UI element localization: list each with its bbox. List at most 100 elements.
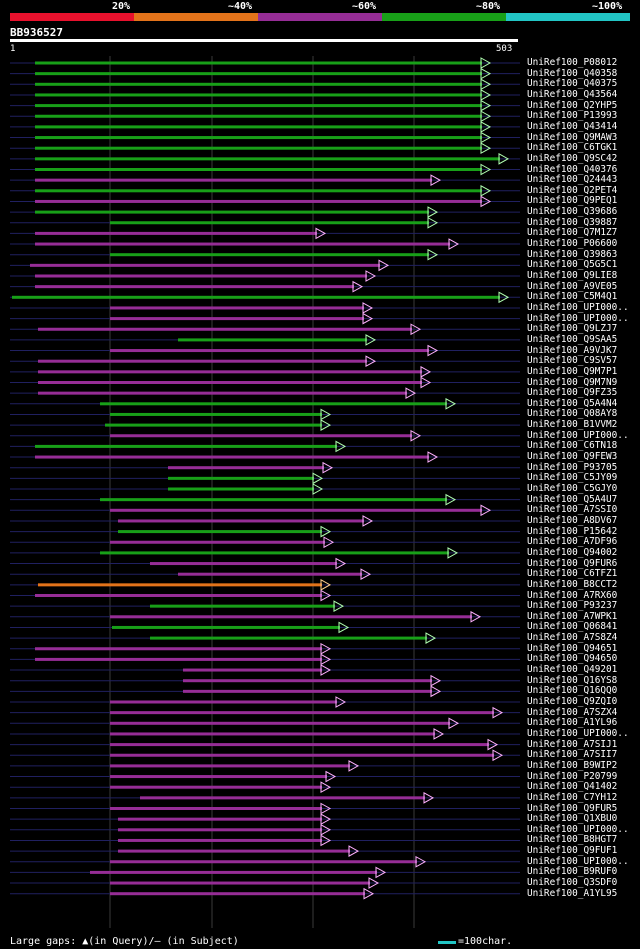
hit-label[interactable]: UniRef100_Q41402: [527, 781, 618, 793]
hit-bar[interactable]: [110, 860, 417, 864]
hit-bar[interactable]: [35, 178, 432, 182]
hit-bar[interactable]: [38, 381, 422, 384]
hit-label[interactable]: UniRef100_A7S8Z4: [527, 632, 618, 644]
hit-label[interactable]: UniRef100_B8HGT7: [527, 834, 618, 846]
hit-bar[interactable]: [35, 104, 482, 108]
hit-label[interactable]: UniRef100_UPI000..: [527, 429, 629, 441]
hit-bar[interactable]: [35, 657, 322, 661]
hit-label[interactable]: UniRef100_Q9M7N9: [527, 376, 618, 388]
hit-label[interactable]: UniRef100_Q9FEW3: [527, 451, 618, 463]
hit-label[interactable]: UniRef100_Q9LZJ7: [527, 323, 618, 335]
hit-bar[interactable]: [35, 61, 482, 65]
hit-label[interactable]: UniRef100_Q9MAW3: [527, 131, 618, 143]
hit-label[interactable]: UniRef100_Q5A4N4: [527, 397, 618, 409]
hit-bar[interactable]: [110, 711, 494, 715]
hit-label[interactable]: UniRef100_P08012: [527, 57, 618, 68]
hit-bar[interactable]: [150, 562, 337, 566]
hit-label[interactable]: UniRef100_Q43564: [527, 88, 618, 100]
hit-bar[interactable]: [110, 253, 429, 257]
hit-bar[interactable]: [35, 146, 482, 150]
hit-bar[interactable]: [38, 359, 367, 363]
hit-bar[interactable]: [168, 466, 324, 470]
hit-label[interactable]: UniRef100_A7SIJ1: [527, 738, 618, 750]
hit-bar[interactable]: [38, 370, 422, 374]
hit-label[interactable]: UniRef100_P15642: [527, 525, 618, 537]
hit-bar[interactable]: [178, 338, 367, 342]
hit-label[interactable]: UniRef100_A7WPK1: [527, 610, 618, 622]
hit-label[interactable]: UniRef100_C6TFZ1: [527, 568, 618, 580]
hit-bar[interactable]: [183, 668, 322, 672]
hit-label[interactable]: UniRef100_A1YL95: [527, 887, 618, 899]
hit-bar[interactable]: [35, 285, 354, 289]
hit-bar[interactable]: [110, 412, 322, 416]
hit-bar[interactable]: [110, 221, 429, 225]
hit-bar[interactable]: [110, 764, 350, 768]
hit-bar[interactable]: [35, 231, 317, 235]
hit-label[interactable]: UniRef100_Q9FUF1: [527, 845, 618, 857]
hit-label[interactable]: UniRef100_Q39863: [527, 248, 618, 260]
hit-label[interactable]: UniRef100_A7DF96: [527, 536, 618, 548]
hit-label[interactable]: UniRef100_A7SII7: [527, 749, 618, 761]
hit-bar[interactable]: [110, 775, 327, 779]
hit-bar[interactable]: [118, 519, 364, 523]
hit-label[interactable]: UniRef100_Q94650: [527, 653, 618, 665]
hit-label[interactable]: UniRef100_A7RX60: [527, 589, 618, 601]
hit-label[interactable]: UniRef100_B8CCT2: [527, 578, 618, 590]
hit-label[interactable]: UniRef100_C5JY09: [527, 472, 618, 484]
hit-bar[interactable]: [35, 455, 429, 459]
hit-bar[interactable]: [110, 508, 482, 512]
hit-bar[interactable]: [183, 689, 432, 693]
hit-label[interactable]: UniRef100_P93705: [527, 461, 618, 473]
hit-bar[interactable]: [168, 487, 314, 491]
hit-label[interactable]: UniRef100_Q7M1Z7: [527, 227, 618, 239]
hit-label[interactable]: UniRef100_Q9FUR5: [527, 802, 618, 814]
hit-bar[interactable]: [38, 327, 412, 331]
hit-bar[interactable]: [118, 828, 322, 832]
hit-label[interactable]: UniRef100_Q9SC42: [527, 152, 618, 164]
hit-label[interactable]: UniRef100_Q39887: [527, 216, 618, 228]
hit-label[interactable]: UniRef100_Q39686: [527, 206, 618, 218]
hit-bar[interactable]: [35, 114, 482, 118]
hit-label[interactable]: UniRef100_Q2YHP5: [527, 99, 618, 111]
hit-bar[interactable]: [110, 892, 365, 896]
hit-label[interactable]: UniRef100_Q9FUR6: [527, 557, 618, 569]
hit-label[interactable]: UniRef100_Q94002: [527, 546, 618, 558]
hit-label[interactable]: UniRef100_A8DV67: [527, 514, 618, 526]
hit-bar[interactable]: [118, 849, 350, 853]
hit-bar[interactable]: [35, 647, 322, 651]
hit-bar[interactable]: [100, 402, 447, 406]
hit-bar[interactable]: [110, 349, 429, 353]
hit-label[interactable]: UniRef100_P13993: [527, 110, 618, 122]
hit-bar[interactable]: [110, 807, 322, 810]
hit-bar[interactable]: [118, 530, 322, 534]
hit-bar[interactable]: [105, 423, 322, 427]
hit-bar[interactable]: [110, 434, 412, 438]
hit-label[interactable]: UniRef100_P06600: [527, 238, 618, 250]
hit-bar[interactable]: [35, 82, 482, 86]
hit-bar[interactable]: [38, 391, 407, 395]
hit-bar[interactable]: [35, 274, 367, 278]
hit-bar[interactable]: [110, 615, 472, 619]
hit-bar[interactable]: [35, 594, 322, 597]
hit-bar[interactable]: [35, 444, 337, 448]
hit-label[interactable]: UniRef100_Q9SAA5: [527, 333, 618, 345]
hit-label[interactable]: UniRef100_Q5G5C1: [527, 259, 618, 271]
hit-label[interactable]: UniRef100_Q40358: [527, 67, 618, 79]
hit-label[interactable]: UniRef100_B1VVM2: [527, 419, 618, 431]
hit-label[interactable]: UniRef100_Q9ZQI0: [527, 696, 618, 707]
hit-label[interactable]: UniRef100_Q06841: [527, 621, 618, 633]
hit-bar[interactable]: [12, 295, 500, 299]
hit-bar[interactable]: [100, 551, 449, 555]
hit-bar[interactable]: [35, 136, 482, 140]
hit-label[interactable]: UniRef100_A7SSI0: [527, 504, 618, 516]
hit-bar[interactable]: [35, 210, 429, 214]
hit-label[interactable]: UniRef100_Q9PEQ1: [527, 195, 618, 207]
hit-bar[interactable]: [110, 753, 494, 757]
hit-label[interactable]: UniRef100_P20799: [527, 770, 618, 782]
hit-label[interactable]: UniRef100_C6TN18: [527, 440, 618, 452]
hit-bar[interactable]: [110, 785, 322, 789]
hit-label[interactable]: UniRef100_Q94651: [527, 642, 618, 654]
hit-bar[interactable]: [140, 796, 425, 800]
hit-label[interactable]: UniRef100_Q2PET4: [527, 184, 618, 196]
hit-bar[interactable]: [168, 476, 314, 480]
